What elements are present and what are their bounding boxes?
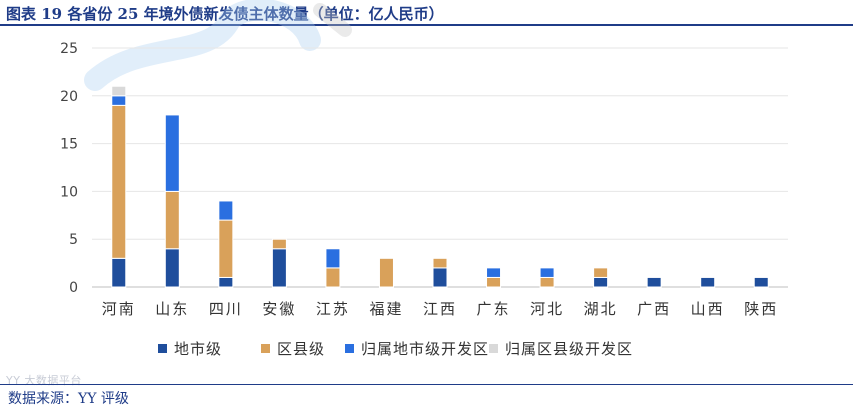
bar-segment <box>486 276 502 288</box>
bar-segment <box>218 200 234 221</box>
chart-title: 图表 19 各省份 25 年境外债新发债主体数量（单位：亿人民币） <box>6 5 444 23</box>
legend-label: 地市级 <box>174 340 222 358</box>
bar-segment <box>218 276 234 288</box>
bar-segment <box>486 267 502 278</box>
x-tick-label: 湖北 <box>584 300 618 318</box>
bar-segment <box>164 248 180 288</box>
bar-segment <box>111 95 127 106</box>
y-tick-label: 5 <box>69 232 78 248</box>
bar-segment <box>432 267 448 288</box>
bar-segment <box>111 257 127 288</box>
bar-segment <box>111 85 127 97</box>
data-source: 数据来源：YY 评级 <box>8 391 129 407</box>
bar-segment <box>325 248 341 269</box>
bar-segment <box>593 267 609 278</box>
x-tick-label: 江苏 <box>316 300 350 318</box>
y-tick-label: 10 <box>60 184 78 200</box>
legend-swatch <box>158 344 167 353</box>
header-rule <box>0 24 853 26</box>
x-tick-label: 四川 <box>209 300 243 318</box>
y-axis-ticks: 0 5 10 15 20 25 <box>60 41 78 296</box>
legend-label: 归属区县级开发区 <box>505 340 633 358</box>
legend-swatch <box>345 344 354 353</box>
bars <box>111 85 769 288</box>
legend-label: 区县级 <box>277 340 325 358</box>
gridlines <box>92 47 788 288</box>
x-tick-label: 河北 <box>530 300 564 318</box>
legend-label: 归属地市级开发区 <box>361 340 489 358</box>
x-tick-label: 山东 <box>155 300 189 318</box>
x-tick-label: 福建 <box>369 300 403 318</box>
bar-segment <box>646 276 662 288</box>
bar-segment <box>164 190 180 250</box>
x-tick-label: 安徽 <box>262 300 296 318</box>
bar-segment <box>164 114 180 192</box>
x-tick-label: 广东 <box>477 300 511 318</box>
bar-segment <box>539 267 555 278</box>
watermark-text: YY 大数据平台 <box>6 374 82 387</box>
bar-segment <box>700 276 716 288</box>
bar-segment <box>218 219 234 278</box>
x-axis-ticks: 河南 山东 四川 安徽 江苏 福建 江西 广东 河北 湖北 广西 山西 陕西 <box>102 300 778 318</box>
legend-swatch <box>261 344 270 353</box>
bar-segment <box>593 276 609 288</box>
x-tick-label: 山西 <box>691 300 725 318</box>
bar-segment <box>753 276 769 288</box>
x-tick-label: 江西 <box>423 300 457 318</box>
legend-swatch <box>489 344 498 353</box>
x-tick-label: 陕西 <box>744 300 778 318</box>
footer-rule <box>0 384 853 385</box>
stacked-bar-chart: 0 5 10 15 20 25 河南 山东 四川 安徽 江苏 福建 江西 广东 河北 湖北 广西 山西 陕西 地市… <box>60 0 788 358</box>
y-tick-label: 0 <box>69 280 78 296</box>
bar-segment <box>378 257 394 288</box>
y-tick-label: 20 <box>60 89 78 105</box>
x-tick-label: 广西 <box>637 300 671 318</box>
y-tick-label: 25 <box>60 41 78 57</box>
x-tick-label: 河南 <box>102 300 136 318</box>
bar-segment <box>432 257 448 269</box>
bar-segment <box>325 267 341 288</box>
bar-segment <box>271 248 287 288</box>
y-tick-label: 15 <box>60 137 78 153</box>
bar-segment <box>111 104 127 259</box>
bar-segment <box>539 276 555 288</box>
bar-segment <box>271 238 287 250</box>
legend: 地市级 区县级 归属地市级开发区 归属区县级开发区 <box>158 340 633 358</box>
watermark-logo <box>84 0 352 91</box>
